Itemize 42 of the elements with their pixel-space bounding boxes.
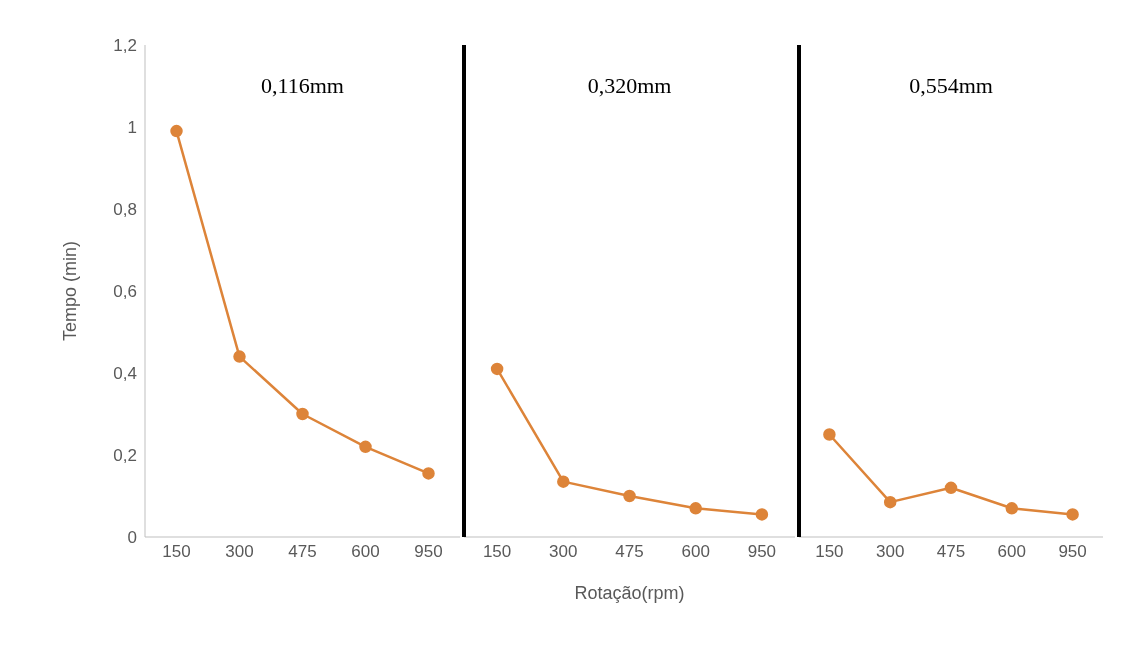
point [490, 362, 504, 376]
point [623, 489, 636, 503]
x-tick-label: 150 [815, 542, 844, 562]
x-tick-label: 300 [876, 542, 905, 562]
point [1005, 502, 1019, 515]
text: 0,320mm [586, 73, 673, 99]
x-tick-label: 475 [936, 542, 966, 562]
point [689, 502, 702, 515]
y-tick-label: 1,2 [113, 36, 137, 56]
x-tick-label: 300 [549, 542, 578, 562]
y-tick-label: 0 [127, 528, 137, 548]
point [823, 428, 836, 441]
point [755, 508, 769, 521]
x-tick-label: 950 [414, 542, 443, 562]
x-tick-label: 600 [681, 542, 710, 562]
point [422, 467, 435, 480]
point [1066, 508, 1079, 521]
point [296, 407, 309, 421]
x-tick-label: 950 [1058, 542, 1087, 562]
x-tick-label: 600 [351, 542, 380, 562]
y-tick-label: 0,6 [113, 282, 137, 302]
y-axis-title: Tempo (min) [60, 240, 81, 342]
x-axis-title: Rotação(rpm) [574, 583, 685, 603]
x-tick-label: 300 [225, 542, 254, 562]
x-tick-label: 475 [615, 542, 644, 562]
x-tick-label: 150 [482, 542, 512, 562]
point [359, 440, 372, 454]
point [944, 481, 958, 495]
point [883, 495, 897, 509]
text: 0,554mm [908, 73, 994, 99]
y-tick-label: 0,4 [113, 364, 137, 384]
x-tick-label: 950 [747, 542, 777, 562]
point [557, 475, 570, 488]
point [233, 350, 246, 363]
y-tick-label: 0,8 [113, 200, 137, 220]
y-tick-label: 0,2 [113, 446, 137, 466]
x-tick-label: 150 [162, 542, 191, 562]
text: 0,116mm [260, 73, 345, 99]
point [170, 124, 183, 138]
y-tick-label: 1 [127, 118, 137, 138]
x-tick-label: 475 [288, 542, 317, 562]
x-tick-label: 600 [997, 542, 1026, 562]
